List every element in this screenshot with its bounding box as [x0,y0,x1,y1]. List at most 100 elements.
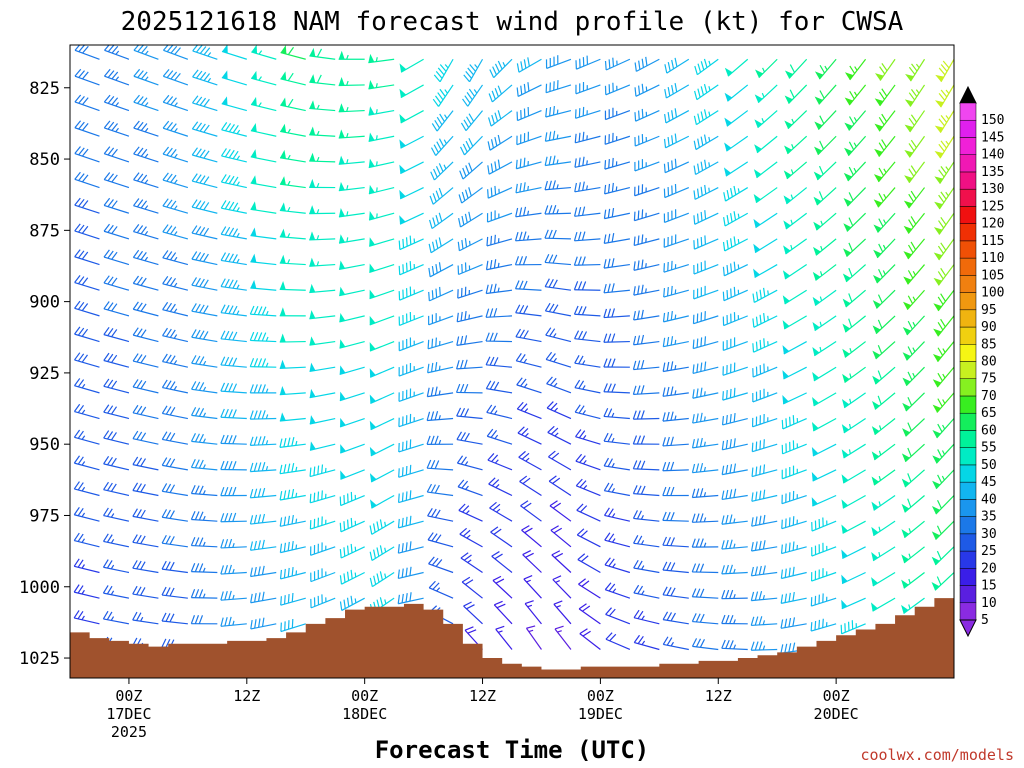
wind-barb-feather [662,511,667,521]
wind-barb [693,285,719,300]
wind-barb-half-feather [316,261,320,266]
wind-barb-feather [220,513,225,522]
wind-barb-half-feather [496,508,501,513]
wind-barb-feather [574,355,580,364]
wind-barb [399,84,424,99]
wind-barb-feather [427,339,430,349]
wind-barb [132,534,159,548]
wind-barb-feather [908,143,915,152]
wind-barb-feather [581,256,586,266]
wind-barb-feather [283,490,287,500]
wind-barb [783,212,808,230]
wind-barb-feather [759,465,762,475]
wind-barb [250,591,277,604]
wind-barb-feather [409,566,412,576]
wind-barb-half-feather [945,115,950,120]
wind-barb-pennant [280,71,287,81]
wind-barb-feather [169,381,176,390]
wind-barb-shaft [726,110,749,127]
wind-barb-feather [578,157,581,167]
wind-barb [457,262,483,276]
wind-barb-half-feather [346,237,349,242]
wind-barb [811,517,837,532]
wind-barb-feather [136,302,143,311]
wind-barb-feather [433,74,441,83]
wind-barb [485,332,513,343]
wind-barb-pennant [904,175,913,183]
wind-barb-pennant [903,200,913,209]
wind-barb [455,383,483,394]
wind-barb-feather [544,302,551,312]
wind-barb-feather [224,304,230,314]
wind-barb [573,256,601,266]
wind-barb-feather [578,578,586,585]
wind-barb-feather [228,590,232,600]
wind-barb-feather [605,632,613,640]
wind-barb [309,464,336,478]
wind-barb [433,58,454,83]
wind-barb-feather [520,403,528,411]
wind-barb-feather [438,262,442,272]
wind-barb [575,429,601,445]
wind-barb-feather [161,483,168,492]
wind-barb-half-feather [527,604,533,608]
wind-barb-feather [132,301,139,310]
wind-barb [579,628,601,650]
wind-barb [634,56,660,72]
wind-barb-feather [461,191,466,201]
wind-barb-feather [700,136,704,146]
wind-barb [750,540,778,552]
wind-barb-feather [228,616,232,626]
wind-barb-feather [435,534,442,543]
wind-barb-feather [162,224,169,233]
wind-barb [162,276,189,291]
wind-barb-feather [937,398,943,407]
wind-barb-shaft [70,109,71,111]
wind-barb [459,135,483,156]
wind-barb-feather [140,174,148,183]
wind-barb [874,84,896,107]
wind-barb-feather [81,148,89,157]
wind-barb-feather [45,172,51,179]
wind-barb-half-feather [236,155,241,160]
wind-barb-pennant [935,74,944,82]
wind-barb-pennant [814,121,823,130]
wind-barb-pennant [813,246,821,256]
wind-barb-feather [53,46,59,53]
wind-barb-feather [170,174,177,183]
wind-barb-feather [730,288,732,298]
wind-barb-shaft [842,546,866,560]
wind-barb-half-feather [174,127,178,133]
wind-barb-feather [519,304,525,314]
wind-barb-feather [195,355,201,365]
colorbar-label: 15 [981,579,997,594]
wind-barb-feather [633,535,639,544]
wind-barb-shaft [279,209,306,214]
wind-barb-feather [463,359,468,369]
wind-barb-pennant [872,300,881,309]
wind-barb-feather [261,591,265,601]
wind-barb-feather [578,355,584,365]
plot-area [45,44,955,679]
wind-barb [633,559,660,574]
wind-barb [514,256,542,266]
wind-barb-feather [515,183,518,193]
wind-barb-feather [666,637,673,646]
wind-barb-feather [107,328,114,337]
wind-barb-feather [140,458,147,467]
wind-barb-pennant [844,147,853,156]
colorbar-swatch [959,568,977,586]
wind-barb-feather [604,557,611,566]
wind-barb-feather [938,93,946,101]
wind-barb [132,301,159,317]
wind-barb-feather [579,480,587,488]
wind-barb-feather [136,405,143,415]
wind-barb-feather [224,123,232,132]
wind-barb [462,84,484,107]
wind-barb-feather [522,231,527,241]
wind-barb [309,362,336,373]
wind-barb-feather [489,259,493,270]
wind-barb [369,469,395,483]
wind-barb-feather [518,280,524,290]
wind-barb-half-feather [287,259,291,264]
